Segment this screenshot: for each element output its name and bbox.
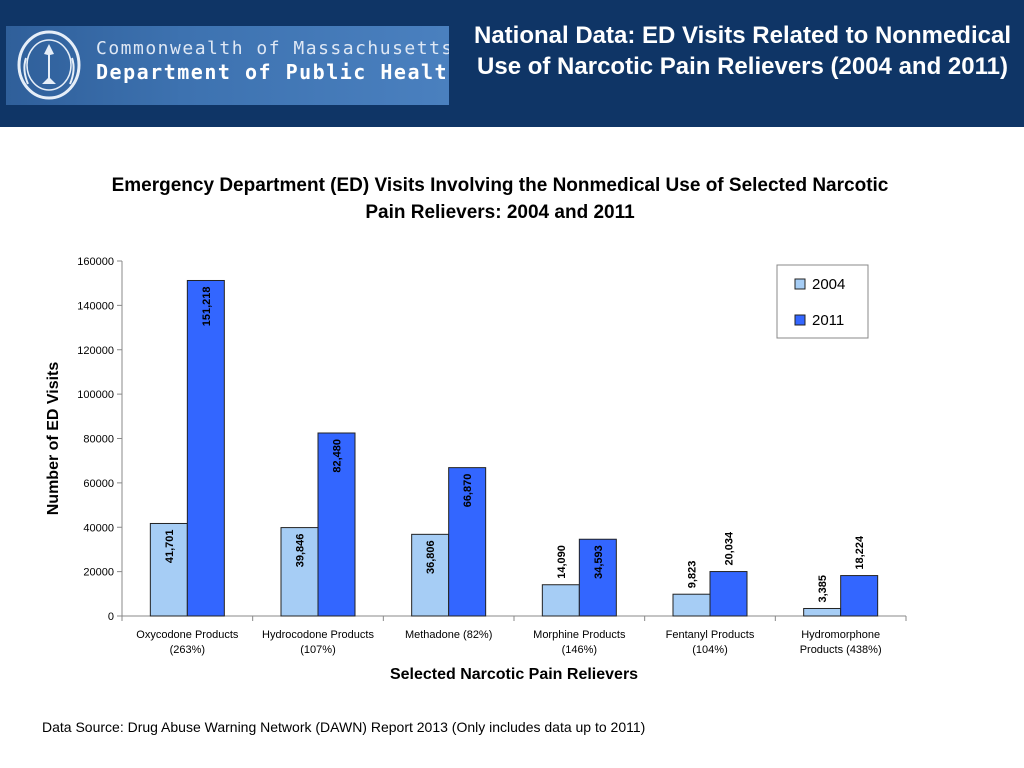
y-tick-label: 40000 [83,522,114,534]
data-label: 34,593 [593,545,605,579]
x-tick-label-line: Hydromorphone [801,629,880,641]
x-tick-label-line: (104%) [692,644,727,656]
header-banner: Commonwealth of Massachusetts Department… [0,0,1024,127]
data-label: 66,870 [462,474,474,508]
legend-swatch-2004 [794,278,806,290]
x-tick-label: Methadone (82%) [405,629,492,641]
legend-swatch-2011 [794,314,806,326]
state-seal-icon [17,30,81,100]
y-tick-label: 100000 [77,389,114,401]
y-tick-label: 60000 [83,478,114,490]
y-tick-label: 120000 [77,345,114,357]
data-label: 18,224 [854,535,866,570]
x-axis-title: Selected Narcotic Pain Relievers [390,666,638,683]
y-tick-label: 20000 [83,567,114,579]
bar-2011 [317,432,356,617]
data-label: 9,823 [687,561,699,589]
dph-logo: Commonwealth of Massachusetts Department… [6,26,449,105]
x-tick-label-line: Methadone (82%) [405,629,492,641]
x-tick-label-line: (146%) [562,644,597,656]
data-label: 39,846 [295,534,307,568]
x-tick-label-line: Fentanyl Products [666,629,755,641]
bar-2011 [448,467,487,617]
y-tick-label: 80000 [83,434,114,446]
x-tick-label: Oxycodone Products (263%) [136,629,239,656]
data-label: 41,701 [164,529,176,563]
data-label: 82,480 [332,439,344,473]
x-tick-label: Morphine Products (146%) [533,629,626,656]
y-axis-title: Number of ED Visits [45,362,62,516]
x-tick-label-line: Morphine Products [533,629,626,641]
bar-2004 [672,593,711,617]
x-tick-label-line: (107%) [300,644,335,656]
logo-text-commonwealth: Commonwealth of Massachusetts [96,38,449,59]
x-tick-label: Fentanyl Products (104%) [666,629,755,656]
legend-box [776,264,869,339]
data-label: 36,806 [425,540,437,574]
logo-text-department: Department of Public Health [96,60,449,84]
x-tick-label: Hydrocodone Products (107%) [262,629,374,656]
bar-2011 [578,538,617,617]
legend-label-2004: 2004 [812,276,845,293]
bar-2011 [709,571,748,617]
x-tick-label-line: Products (438%) [800,644,882,656]
bar-2011 [186,279,225,617]
x-tick-label-line: Oxycodone Products [136,629,239,641]
legend-label-2011: 2011 [812,312,844,329]
slide-title: National Data: ED Visits Related to Nonm… [473,22,1011,80]
y-tick-label: 140000 [77,300,114,312]
data-label: 3,385 [817,575,829,603]
data-label: 151,218 [201,286,213,326]
data-label: 20,034 [724,531,736,566]
data-label: 14,090 [556,545,568,579]
bar-2004 [280,527,319,617]
y-tick-label: 0 [108,611,114,623]
x-tick-label: Hydromorphone Products (438%) [800,629,882,656]
x-tick-label-line: Hydrocodone Products [262,629,374,641]
bar-2004 [803,607,842,617]
bar-2004 [541,584,580,617]
y-tick-label: 160000 [77,256,114,268]
bar-2004 [149,522,188,617]
data-source-note: Data Source: Drug Abuse Warning Network … [42,719,646,735]
bar-2011 [840,575,879,617]
x-tick-label-line: (263%) [170,644,205,656]
chart-title: Emergency Department (ED) Visits Involvi… [111,175,889,223]
